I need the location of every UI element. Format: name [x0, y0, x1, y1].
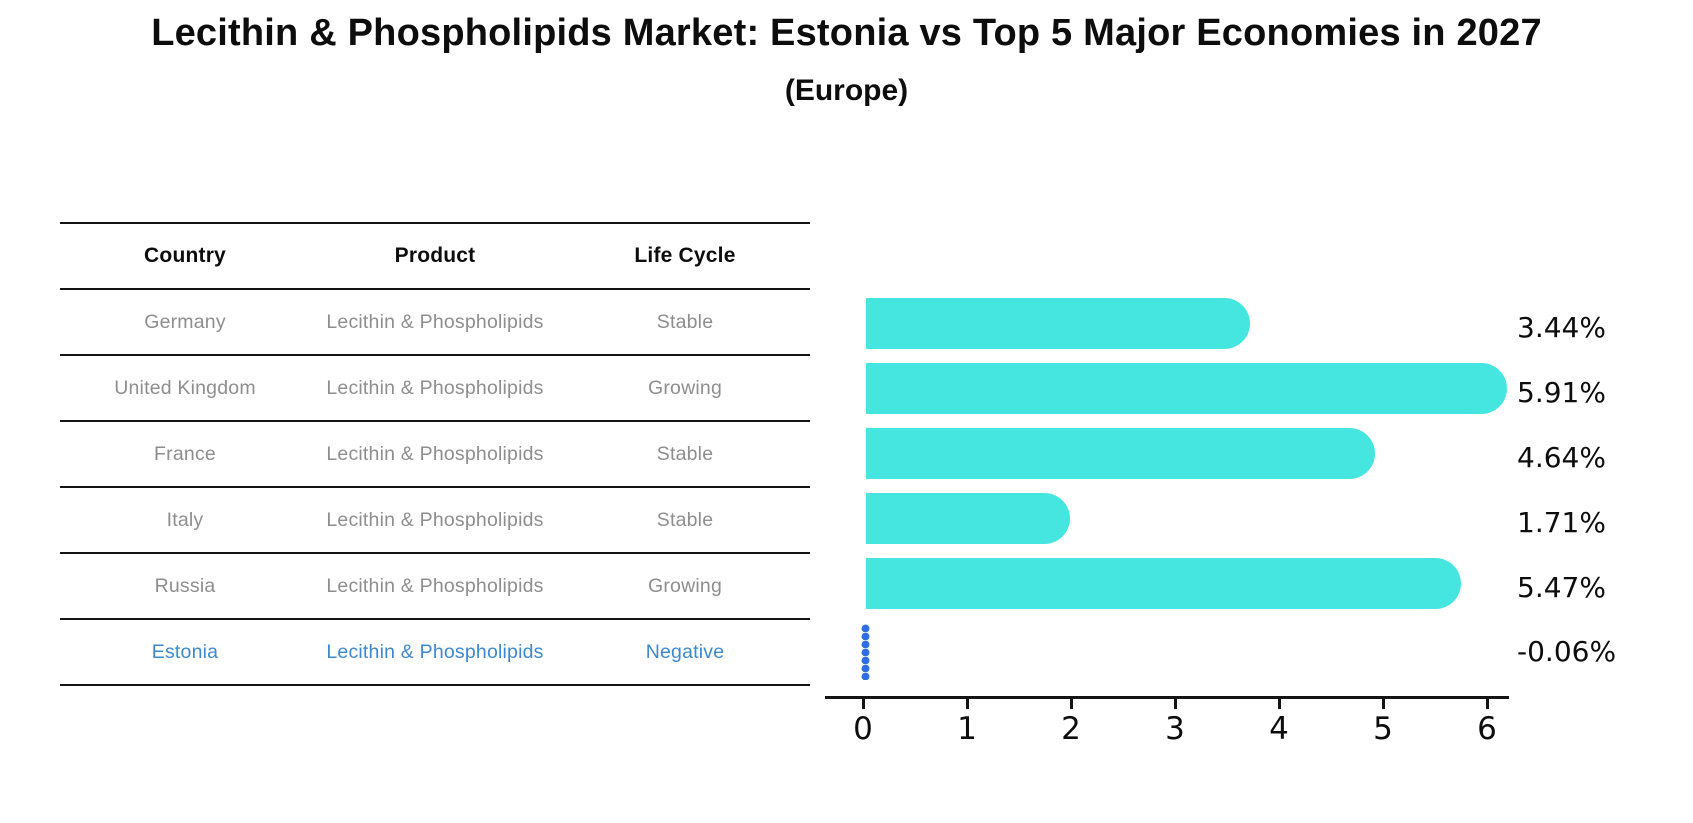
x-tick-label: 6: [1477, 711, 1497, 747]
table-header-life-cycle: Life Cycle: [634, 244, 736, 267]
negative-bar-marker-estonia: [861, 624, 870, 680]
table-cell-product: Lecithin & Phospholipids: [326, 310, 544, 333]
table-row: Russia Lecithin & Phospholipids Growing: [60, 554, 810, 620]
table-cell-product: Lecithin & Phospholipids: [326, 442, 544, 465]
x-tick-mark: [1278, 698, 1281, 709]
value-label: 5.47%: [1517, 570, 1606, 604]
page-subtitle: (Europe): [784, 74, 909, 107]
value-label: 1.71%: [1517, 505, 1606, 539]
table-cell-product: Lecithin & Phospholipids: [326, 574, 544, 597]
table-cell-product: Lecithin & Phospholipids: [326, 640, 544, 663]
x-tick-label: 5: [1373, 711, 1393, 747]
table-row: Estonia Lecithin & Phospholipids Negative: [60, 620, 810, 686]
table-cell-life-cycle: Stable: [656, 442, 714, 465]
country-table: Country Product Life Cycle Germany Lecith…: [60, 222, 810, 686]
x-tick-label: 3: [1165, 711, 1185, 747]
table-body: Germany Lecithin & Phospholipids Stable Uni…: [60, 290, 810, 686]
table-row: Germany Lecithin & Phospholipids Stable: [60, 290, 810, 356]
table-cell-country: United Kingdom: [114, 376, 256, 399]
value-label: -0.06%: [1517, 635, 1617, 668]
table-header-row: Country Product Life Cycle: [60, 224, 810, 290]
x-tick-mark: [1486, 698, 1489, 709]
x-tick-label: 4: [1269, 711, 1289, 747]
table-row: United Kingdom Lecithin & Phospholipids Gr…: [60, 356, 810, 422]
x-tick-mark: [1174, 698, 1177, 709]
table-cell-country: Italy: [166, 508, 204, 531]
table-cell-life-cycle: Growing: [647, 376, 722, 399]
table-header-product: Product: [394, 244, 476, 267]
bar-united-kingdom: [866, 363, 1507, 414]
x-axis-line: [825, 696, 1509, 699]
table-cell-life-cycle: Stable: [656, 310, 714, 333]
x-tick-mark: [1070, 698, 1073, 709]
bar-france: [866, 428, 1375, 479]
value-label: 4.64%: [1517, 441, 1606, 474]
table-cell-life-cycle: Stable: [656, 508, 714, 531]
table-row: Italy Lecithin & Phospholipids Stable: [60, 488, 810, 554]
table-cell-country: Estonia: [151, 640, 219, 663]
table-cell-life-cycle: Growing: [647, 574, 722, 597]
x-tick-label: 1: [957, 711, 977, 747]
x-tick-label: 0: [853, 711, 873, 747]
x-tick-mark: [966, 698, 969, 709]
table-header-country: Country: [144, 244, 226, 267]
table-cell-product: Lecithin & Phospholipids: [326, 376, 544, 399]
table-row: France Lecithin & Phospholipids Stable: [60, 422, 810, 488]
table-cell-life-cycle: Negative: [645, 640, 725, 663]
value-label: 5.91%: [1517, 376, 1606, 409]
bar-russia: [866, 557, 1461, 609]
x-tick-label: 2: [1061, 711, 1081, 747]
bar-italy: [866, 492, 1070, 544]
table-cell-country: Germany: [144, 310, 226, 333]
x-tick-mark: [1382, 698, 1385, 709]
x-tick-mark: [862, 698, 865, 709]
page-title: Lecithin & Phospholipids Market: Estonia…: [151, 12, 1542, 54]
value-label: 3.44%: [1517, 311, 1606, 344]
table-cell-country: France: [154, 442, 216, 465]
table-cell-country: Russia: [154, 574, 216, 597]
bar-germany: [866, 298, 1250, 349]
table-cell-product: Lecithin & Phospholipids: [326, 508, 544, 531]
